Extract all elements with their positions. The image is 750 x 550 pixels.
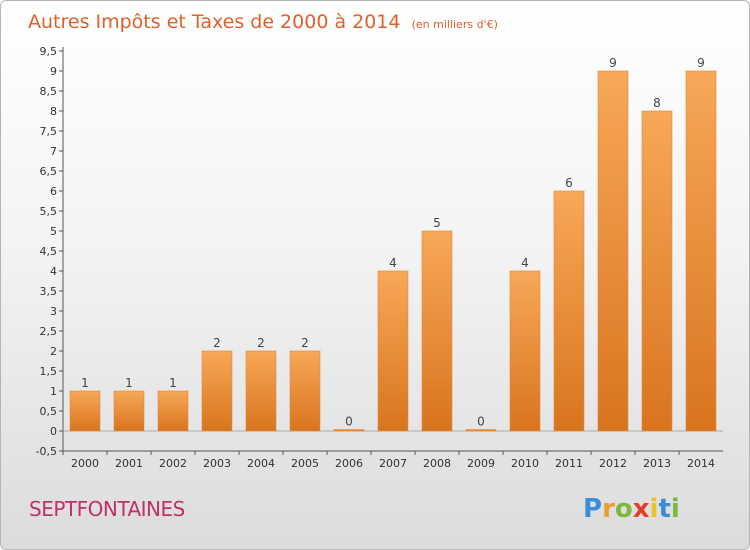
bars: 1 1 1 2 2 2 0 4 5 0 4 6 9 8 9	[69, 56, 717, 432]
proxiti-logo: Proxiti	[583, 494, 680, 524]
y-tick-label: 6,5	[40, 165, 58, 178]
bar-value-label: 4	[521, 256, 529, 270]
y-tick-label: 1,5	[40, 365, 58, 378]
x-tick-label: 2005	[291, 457, 319, 470]
bar	[245, 350, 277, 432]
bar-value-label: 0	[345, 415, 353, 429]
bar-value-label: 2	[301, 336, 309, 350]
x-tick-label: 2014	[687, 457, 715, 470]
x-tick-label: 2002	[159, 457, 187, 470]
bar-value-label: 2	[213, 336, 221, 350]
bar-value-label: 5	[433, 216, 441, 230]
logo-letter: P	[583, 494, 602, 524]
bar	[641, 110, 673, 432]
logo-letter: x	[633, 494, 650, 524]
x-tick-label: 2000	[71, 457, 99, 470]
bar-value-label: 1	[81, 376, 89, 390]
y-tick-label: 4,5	[40, 245, 58, 258]
bar	[69, 390, 101, 432]
logo-letter: t	[658, 494, 670, 524]
bar	[421, 230, 453, 432]
y-tick-label: 2	[50, 345, 57, 358]
bar	[333, 429, 365, 432]
x-tick-label: 2006	[335, 457, 363, 470]
bar	[113, 390, 145, 432]
y-tick-label: 8,5	[40, 85, 58, 98]
x-tick-label: 2008	[423, 457, 451, 470]
logo-letter: i	[650, 494, 659, 524]
bar	[597, 70, 629, 432]
y-tick-label: 1	[50, 385, 57, 398]
bar	[157, 390, 189, 432]
y-tick-label: 6	[50, 185, 57, 198]
y-tick-label: 9	[50, 65, 57, 78]
bar	[685, 70, 717, 432]
x-tick-label: 2009	[467, 457, 495, 470]
x-tick-label: 2007	[379, 457, 407, 470]
bar	[553, 190, 585, 432]
x-tick-label: 2004	[247, 457, 275, 470]
bar-value-label: 0	[477, 415, 485, 429]
chart-title-unit: (en milliers d'€)	[412, 18, 498, 31]
bar-value-label: 1	[125, 376, 133, 390]
y-tick-label: 5,5	[40, 205, 58, 218]
bar	[377, 270, 409, 432]
y-tick-label: 8	[50, 105, 57, 118]
logo-letter: o	[615, 494, 633, 524]
x-tick-label: 2003	[203, 457, 231, 470]
y-tick-label: 7	[50, 145, 57, 158]
logo-letter: r	[602, 494, 615, 524]
chart-title-main: Autres Impôts et Taxes de 2000 à 2014	[28, 11, 401, 33]
y-tick-label: 0	[50, 425, 57, 438]
y-tick-label: 9,5	[40, 45, 58, 58]
x-tick-label: 2001	[115, 457, 143, 470]
y-tick-label: 3	[50, 305, 57, 318]
bar	[509, 270, 541, 432]
bar-value-label: 1	[169, 376, 177, 390]
y-tick-label: -0,5	[36, 445, 57, 458]
bar-value-label: 9	[697, 56, 705, 70]
bar-value-label: 4	[389, 256, 397, 270]
bar	[289, 350, 321, 432]
x-tick-label: 2010	[511, 457, 539, 470]
x-tick-label: 2011	[555, 457, 583, 470]
logo-letter: i	[671, 494, 680, 524]
bar-value-label: 8	[653, 96, 661, 110]
y-tick-label: 5	[50, 225, 57, 238]
x-tick-label: 2013	[643, 457, 671, 470]
y-tick-label: 0,5	[40, 405, 58, 418]
y-tick-label: 3,5	[40, 285, 58, 298]
y-tick-label: 7,5	[40, 125, 58, 138]
y-tick-label: 2,5	[40, 325, 58, 338]
bar-value-label: 2	[257, 336, 265, 350]
place-name: SEPTFONTAINES	[29, 497, 185, 521]
y-ticks: -0,5 0 0,5 1 1,5 2 2,5 3 3,5 4 4,5 5 5,5 6 6,5 7 7,5 8 8,5…	[36, 45, 63, 458]
bar	[465, 429, 497, 432]
bar	[201, 350, 233, 432]
chart-title: Autres Impôts et Taxes de 2000 à 2014 (e…	[28, 11, 498, 33]
bar-value-label: 9	[609, 56, 617, 70]
x-tick-labels: 2000 2001 2002 2003 2004 2005 2006 2007 2008 2009…	[62, 451, 715, 470]
x-tick-label: 2012	[599, 457, 627, 470]
y-tick-label: 4	[50, 265, 57, 278]
bar-value-label: 6	[565, 176, 573, 190]
